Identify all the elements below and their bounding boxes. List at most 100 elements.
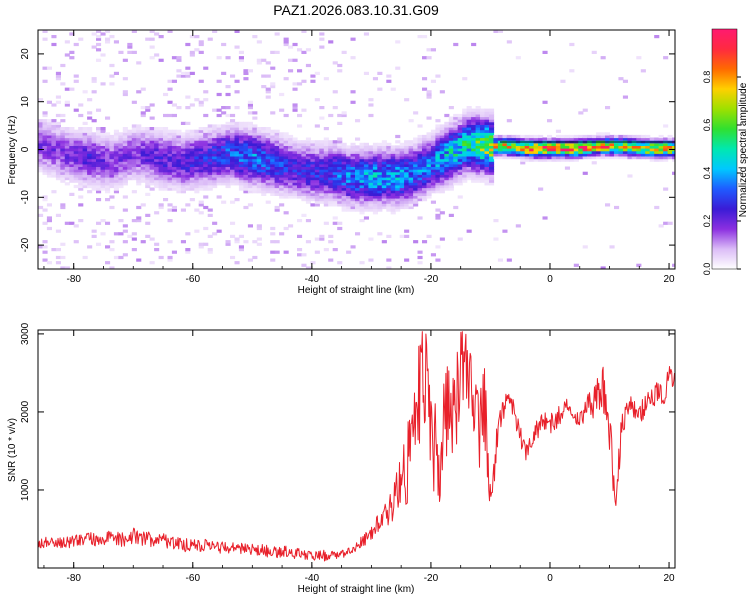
heatmap-cell: [82, 182, 88, 186]
heatmap-cell: [337, 187, 343, 191]
heatmap-cell: [439, 169, 445, 173]
heatmap-cell: [78, 166, 84, 170]
heatmap-cell: [319, 166, 325, 170]
heatmap-cell: [180, 190, 186, 194]
heatmap-cell: [140, 137, 146, 141]
heatmap-cell: [207, 129, 213, 133]
heatmap-cell: [323, 203, 329, 207]
heatmap-cell: [462, 145, 468, 149]
heatmap-cell: [145, 192, 151, 196]
heatmap-cell: [377, 153, 383, 157]
heatmap-cell: [372, 150, 378, 154]
heatmap-cell: [319, 179, 325, 183]
heatmap-cell: [404, 184, 410, 189]
heatmap-cell: [185, 150, 191, 154]
heatmap-cell: [118, 174, 124, 178]
heatmap-cell: [292, 161, 298, 165]
heatmap-cell: [457, 150, 463, 154]
heatmap-cell: [377, 208, 383, 212]
heatmap-cell: [261, 166, 267, 170]
heatmap-cell: [243, 140, 249, 144]
heatmap-cell: [234, 240, 240, 244]
heatmap-cell: [667, 134, 673, 139]
heatmap-cell: [189, 161, 195, 165]
heatmap-cell: [288, 69, 294, 73]
heatmap-cell: [448, 127, 454, 131]
heatmap-cell: [149, 37, 155, 41]
heatmap-cell: [636, 263, 642, 267]
heatmap-cell: [555, 158, 561, 162]
heatmap-cell: [69, 177, 75, 181]
heatmap-cell: [605, 137, 611, 141]
heatmap-cell: [283, 161, 289, 165]
heatmap-cell: [618, 134, 624, 139]
heatmap-cell: [96, 190, 102, 194]
heatmap-cell: [176, 56, 182, 60]
heatmap-cell: [60, 119, 66, 123]
heatmap-cell: [404, 150, 410, 154]
heatmap-cell: [247, 153, 253, 157]
heatmap-cell: [100, 82, 106, 86]
heatmap-cell: [368, 177, 374, 181]
heatmap-cell: [350, 200, 356, 204]
heatmap-cell: [270, 129, 276, 133]
heatmap-cell: [189, 50, 195, 54]
heatmap-cell: [430, 156, 436, 160]
heatmap-cell: [435, 182, 441, 186]
heatmap-cell: [332, 177, 338, 181]
heatmap-cell: [346, 148, 352, 152]
heatmap-cell: [145, 221, 151, 225]
heatmap-cell: [511, 142, 517, 146]
heatmap-cell: [105, 187, 111, 191]
heatmap-cell: [417, 182, 423, 186]
heatmap-cell: [471, 148, 477, 152]
heatmap-cell: [113, 150, 119, 154]
heatmap-cell: [69, 221, 75, 225]
heatmap-cell: [404, 148, 410, 152]
heatmap-cell: [305, 219, 311, 223]
heatmap-cell: [305, 240, 311, 244]
heatmap-cell: [122, 134, 128, 139]
heatmap-cell: [243, 153, 249, 157]
heatmap-cell: [301, 150, 307, 154]
heatmap-cell: [310, 148, 316, 152]
heatmap-cell: [457, 153, 463, 157]
heatmap-cell: [158, 184, 164, 189]
heatmap-cell: [582, 153, 588, 157]
heatmap-cell: [194, 156, 200, 160]
heatmap-cell: [288, 145, 294, 149]
heatmap-cell: [462, 153, 468, 157]
heatmap-cell: [471, 124, 477, 128]
heatmap-cell: [100, 145, 106, 149]
heatmap-cell: [149, 150, 155, 154]
heatmap-cell: [471, 134, 477, 139]
heatmap-cell: [238, 142, 244, 146]
heatmap-cell: [225, 92, 231, 97]
heatmap-cell: [145, 163, 151, 167]
heatmap-cell: [131, 163, 137, 167]
heatmap-cell: [73, 42, 79, 47]
heatmap-cell: [511, 137, 517, 141]
heatmap-cell: [145, 137, 151, 141]
heatmap-cell: [363, 216, 369, 220]
heatmap-cell: [216, 92, 222, 97]
heatmap-cell: [247, 103, 253, 107]
heatmap-cell: [283, 148, 289, 152]
heatmap-cell: [457, 163, 463, 167]
heatmap-cell: [386, 153, 392, 157]
heatmap-cell: [413, 200, 419, 204]
heatmap-cell: [520, 148, 526, 152]
heatmap-cell: [265, 161, 271, 165]
heatmap-cell: [265, 156, 271, 160]
heatmap-cell: [480, 145, 486, 149]
heatmap-cell: [377, 163, 383, 167]
heatmap-cell: [207, 127, 213, 131]
heatmap-cell: [484, 166, 490, 170]
heatmap-cell: [444, 184, 450, 189]
heatmap-cell: [368, 182, 374, 186]
heatmap-cell: [390, 187, 396, 191]
heatmap-cell: [337, 142, 343, 146]
heatmap-cell: [105, 182, 111, 186]
heatmap-cell: [252, 174, 258, 178]
